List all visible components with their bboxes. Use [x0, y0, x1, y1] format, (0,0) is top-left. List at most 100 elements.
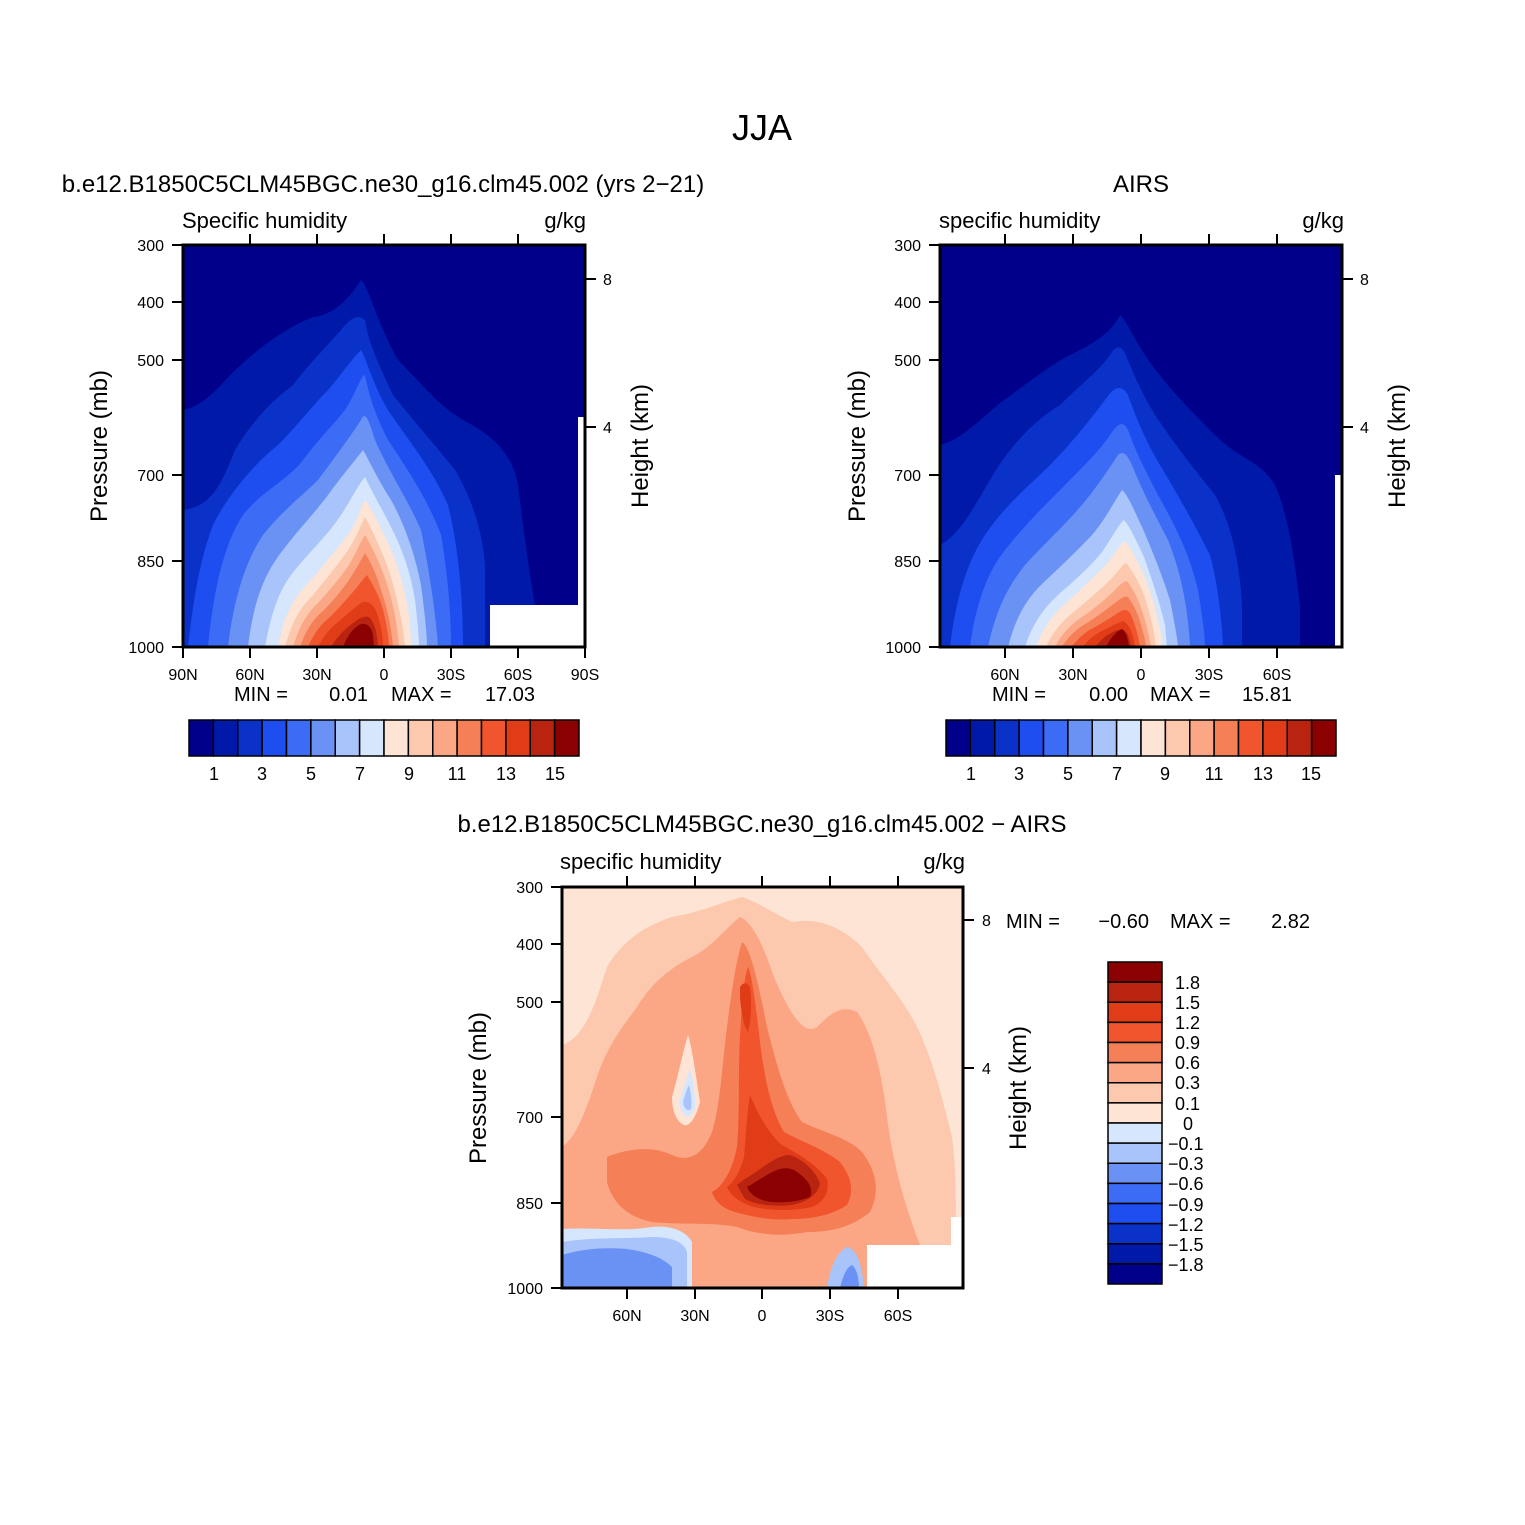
colorbar-label: 1 [966, 764, 976, 784]
x-tick-label: 60S [1263, 667, 1291, 684]
y-tick-label: 850 [516, 1196, 543, 1213]
x-tick: 30S [437, 647, 465, 684]
colorbar-swatch [529, 719, 556, 757]
y-tick: 300 [137, 238, 183, 255]
x-tick-label: 60S [504, 667, 532, 684]
diff-band-neg-0.6 [683, 1085, 692, 1111]
y-tick: 1000 [507, 1281, 562, 1298]
min-value: −0.60 [1098, 911, 1149, 933]
colorbar-label: 1 [209, 764, 219, 784]
diff-band-lower-neg-0.6 [562, 1248, 672, 1288]
colorbar-label: 0.3 [1175, 1073, 1200, 1093]
panel-airs-units: g/kg [1302, 208, 1344, 233]
y-tick: 500 [137, 353, 183, 370]
panel-airs-left-label: specific humidity [939, 208, 1100, 233]
x-tick: 60S [884, 1288, 912, 1325]
colorbar-label: −1.2 [1168, 1215, 1204, 1235]
colorbar-swatch [1107, 1222, 1163, 1245]
colorbar-swatch [456, 719, 483, 757]
x-tick: 30N [302, 647, 332, 684]
colorbar-swatch [1107, 1041, 1163, 1064]
x-tick-label: 30N [680, 1308, 709, 1325]
x-tick: 60N [990, 647, 1020, 684]
colorbar-swatch [407, 719, 434, 757]
min-label: MIN = [992, 684, 1046, 706]
y-tick-label: 700 [137, 468, 164, 485]
y-tick-label: 500 [894, 353, 921, 370]
y-tick: 700 [516, 1110, 562, 1127]
panel-model-y2label: Height (km) [627, 384, 654, 508]
x-tick-label: 90N [168, 667, 197, 684]
colorbar-swatch [1107, 1061, 1163, 1084]
panel-airs-title: AIRS [1113, 171, 1169, 198]
x-tick: 90S [571, 647, 599, 684]
diff-band-lower-neg-right-inner [840, 1265, 859, 1288]
colorbar-label: 9 [1160, 764, 1170, 784]
y-tick: 850 [894, 554, 940, 571]
panel-airs-ylabel: Pressure (mb) [844, 370, 871, 522]
y-tick: 850 [516, 1196, 562, 1213]
x-tick: 30S [816, 1288, 844, 1325]
panel-model-stats: MIN = 0.01 MAX = 17.03 [234, 684, 535, 706]
y2-tick: 8 [1342, 272, 1369, 289]
x-tick-label: 60N [612, 1308, 641, 1325]
colorbar-label: 0.9 [1175, 1033, 1200, 1053]
y-tick: 700 [137, 468, 183, 485]
y-tick: 500 [516, 995, 562, 1012]
y-tick-label: 300 [894, 238, 921, 255]
panel-model-left-label: Specific humidity [182, 208, 347, 233]
y-tick-label: 300 [516, 880, 543, 897]
colorbar-swatch [1164, 719, 1191, 757]
y2-tick-label: 4 [603, 420, 612, 437]
y2-tick-label: 8 [982, 913, 991, 930]
y-tick: 400 [516, 937, 562, 954]
x-tick-label: 0 [380, 667, 389, 684]
max-label: MAX = [1150, 684, 1211, 706]
colorbar-label: 5 [306, 764, 316, 784]
colorbar-swatch [1140, 719, 1167, 757]
colorbar-label: −0.1 [1168, 1134, 1204, 1154]
missing-data-edge [1335, 475, 1342, 647]
colorbar-swatch [1107, 961, 1163, 983]
colorbar-swatch [1018, 719, 1045, 757]
colorbar-swatch [1107, 1243, 1163, 1265]
panel-diff-stats: MIN = −0.60 MAX = 2.82 [1006, 911, 1310, 933]
y-tick: 850 [137, 554, 183, 571]
missing-data [867, 1245, 963, 1288]
colorbar-swatch [480, 719, 507, 757]
colorbar-swatch [1107, 1082, 1163, 1104]
min-value: 0.00 [1089, 684, 1128, 706]
panel-diff-field [562, 887, 963, 1288]
x-tick-label: 30S [437, 667, 465, 684]
colorbar-swatch [1107, 981, 1163, 1003]
y-tick-label: 500 [137, 353, 164, 370]
panel-model-field [183, 245, 585, 647]
panel-model-title: b.e12.B1850C5CLM45BGC.ne30_g16.clm45.002… [62, 171, 704, 198]
colorbar-swatch [1107, 1202, 1163, 1225]
colorbar-label: 0 [1183, 1114, 1193, 1134]
x-tick: 60S [504, 647, 532, 684]
panel-diff-plot [560, 885, 965, 1290]
panel-diff-units: g/kg [923, 849, 965, 874]
figure-title: JJA [732, 107, 792, 148]
diff-band-gt-1.8 [747, 1168, 812, 1203]
max-value: 17.03 [485, 684, 535, 706]
y-tick: 1000 [885, 640, 940, 657]
panel-airs-field [940, 245, 1342, 647]
max-value: 2.82 [1271, 911, 1310, 933]
colorbar-label: 7 [1112, 764, 1122, 784]
colorbar-swatch [358, 719, 385, 757]
y2-tick: 4 [585, 420, 612, 437]
colorbar-label: 0.6 [1175, 1053, 1200, 1073]
colorbar-swatch [432, 719, 458, 757]
max-label: MAX = [391, 684, 452, 706]
panel-airs-plot [938, 243, 1344, 649]
panel-model-yticks: 300 400 500 700 850 1000 [128, 238, 183, 657]
y-tick-label: 1000 [885, 640, 921, 657]
panel-airs-yticks: 300 400 500 700 850 1000 [885, 238, 940, 657]
x-tick-label: 60N [235, 667, 264, 684]
colorbar-swatch [945, 719, 972, 757]
missing-data-edge [578, 417, 585, 647]
colorbar-swatch [285, 719, 312, 757]
